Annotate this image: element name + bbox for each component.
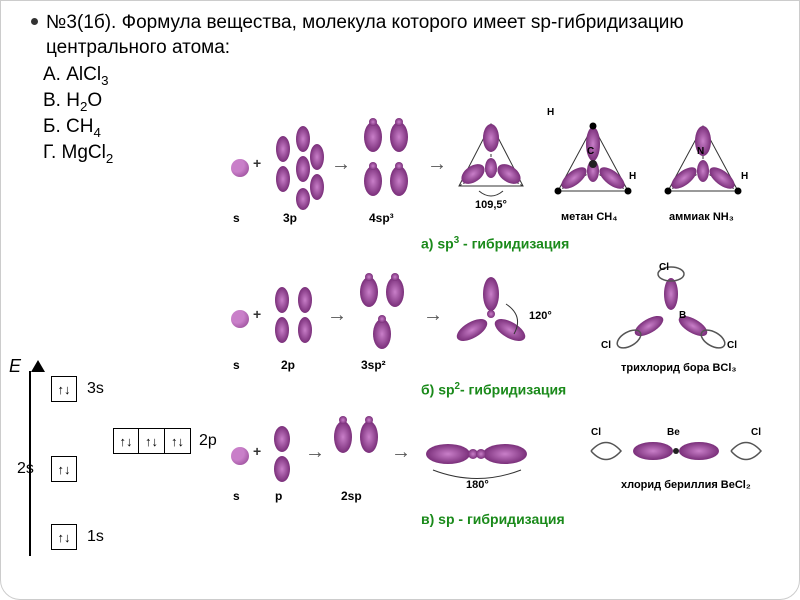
ammonia-label: аммиак NH₃: [669, 211, 734, 223]
row-sp3: + → →: [231, 111, 791, 241]
s-orbital-icon: [231, 310, 249, 328]
orb-box: ↑↓: [51, 524, 77, 550]
cl-label: Cl: [591, 427, 601, 438]
orb-box: ↑↓: [113, 428, 139, 454]
tetrahedral-icon: [449, 116, 534, 211]
trigonal-icon: [446, 272, 536, 362]
label-4sp3: 4sp³: [369, 211, 394, 225]
p3-orbitals-icon: [265, 129, 325, 209]
cl-label: Cl: [659, 262, 669, 273]
orb-box: ↑↓: [51, 376, 77, 402]
orb-box: ↑↓: [51, 456, 77, 482]
label-2s: 2s: [17, 460, 34, 478]
plus-icon: +: [253, 306, 261, 322]
orbital-2s: ↑↓: [51, 456, 77, 482]
h-label: H: [547, 107, 554, 118]
question-number: №3(1б).: [46, 12, 116, 33]
ammonia-icon: [656, 116, 751, 216]
label-3p: 3p: [283, 211, 297, 225]
angle-sp3: 109,5°: [475, 199, 507, 211]
row-sp2: + → → 120°: [231, 262, 791, 387]
arrow-icon: →: [305, 441, 325, 464]
orbital-2p: ↑↓ ↑↓ ↑↓: [113, 428, 191, 454]
b-label: B: [679, 310, 686, 321]
arrow-icon: →: [391, 441, 411, 464]
label-3s: 3s: [87, 380, 104, 398]
cl-label: Cl: [727, 340, 737, 351]
sp3-hybrid-icon: [353, 119, 423, 214]
label-s: s: [233, 358, 240, 372]
label-2p: 2p: [199, 432, 217, 450]
arrow-icon: →: [331, 153, 351, 176]
orb-box: ↑↓: [139, 428, 165, 454]
row-sp: + → → 180°: [231, 407, 791, 517]
orb-box: ↑↓: [165, 428, 191, 454]
be-label: Be: [667, 427, 680, 438]
label-2p: 2p: [281, 358, 295, 372]
energy-diagram: E ↑↓ 3s ↑↓ ↑↓ ↑↓ 2p ↑↓ 2s ↑↓ 1s: [21, 366, 221, 566]
orbital-1s: ↑↓: [51, 524, 77, 550]
bullet-icon: [31, 18, 38, 25]
question-title: №3(1б). Формула вещества, молекула котор…: [46, 11, 779, 60]
arrow-icon: →: [427, 153, 447, 176]
p2-orbitals-icon: [267, 284, 322, 354]
answer-a: А. АlСl3: [43, 64, 779, 88]
s-orbital-icon: [231, 159, 249, 177]
s-orbital-icon: [231, 447, 249, 465]
methane-label: метан CH₄: [561, 211, 617, 223]
cl-label: Cl: [601, 340, 611, 351]
angle-sp: 180°: [466, 479, 489, 491]
linear-icon: [413, 432, 543, 482]
arrow-icon: →: [327, 304, 347, 327]
sp-hybrid-icon: [327, 417, 387, 492]
c-label: C: [587, 146, 594, 157]
h-label: H: [741, 171, 748, 182]
sp2-hybrid-icon: [349, 274, 419, 359]
label-2sp: 2sp: [341, 489, 362, 503]
plus-icon: +: [253, 443, 261, 459]
bcl3-label: трихлорид бора BCl₃: [621, 362, 737, 374]
hybridization-diagrams: + → →: [231, 111, 791, 527]
becl2-label: хлорид бериллия BeCl₂: [621, 479, 751, 491]
label-1s: 1s: [87, 528, 104, 546]
plus-icon: +: [253, 155, 261, 171]
label-3sp2: 3sp²: [361, 358, 386, 372]
angle-sp2: 120°: [529, 310, 552, 322]
p-orbital-icon: [267, 425, 297, 487]
orbital-3s: ↑↓: [51, 376, 77, 402]
arrow-icon: →: [423, 304, 443, 327]
arrow-up-icon: [31, 360, 45, 372]
n-label: N: [697, 146, 704, 157]
cl-label: Cl: [751, 427, 761, 438]
question-text: Формула вещества, молекула которого имее…: [46, 12, 684, 58]
label-s: s: [233, 211, 240, 225]
bcl3-icon: [601, 264, 741, 374]
label-s: s: [233, 489, 240, 503]
energy-axis-label: E: [9, 356, 21, 377]
methane-icon: [546, 116, 641, 216]
h-label: H: [629, 171, 636, 182]
label-p: p: [275, 489, 282, 503]
